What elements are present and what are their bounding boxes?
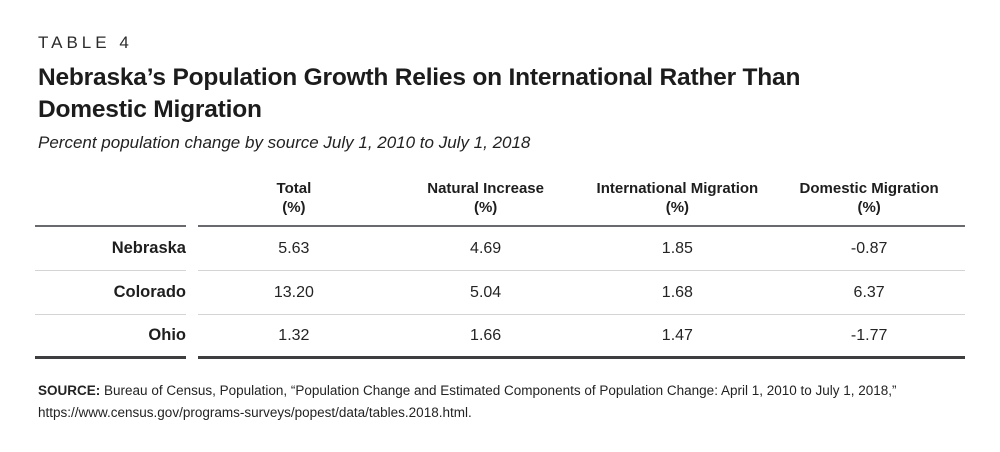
title-line-1: Nebraska’s Population Growth Relies on I…	[38, 64, 801, 91]
row-data-region: 13.20 5.04 1.68 6.37	[198, 271, 965, 315]
column-header-unit: (%)	[282, 199, 306, 216]
column-header-total: Total (%)	[198, 180, 390, 225]
data-cell: 6.37	[853, 283, 885, 301]
data-cell: 5.04	[470, 283, 502, 301]
data-cell: 1.68	[661, 283, 693, 301]
data-cell: 1.66	[470, 326, 502, 344]
title-line-2: Domestic Migration	[38, 96, 262, 123]
source-note: SOURCE: Bureau of Census, Population, “P…	[38, 380, 930, 424]
row-label: Nebraska	[35, 227, 186, 271]
header-data-region: Total (%) Natural Increase (%) Internati…	[198, 180, 965, 227]
data-cell: 1.47	[661, 326, 693, 344]
header-spacer	[35, 180, 186, 227]
source-url: https://www.census.gov/programs-surveys/…	[38, 405, 472, 420]
column-header-domestic-migration: Domestic Migration (%)	[773, 180, 965, 225]
data-cell: 13.20	[273, 283, 314, 301]
data-cell: 1.32	[278, 326, 310, 344]
column-header-unit: (%)	[857, 199, 881, 216]
data-cell: -0.87	[850, 239, 888, 257]
table-subtitle: Percent population change by source July…	[38, 133, 531, 152]
table-header-row: Total (%) Natural Increase (%) Internati…	[35, 180, 965, 227]
data-cell: 5.63	[278, 239, 310, 257]
column-header-international-migration: International Migration (%)	[582, 180, 774, 225]
table-title: Nebraska’s Population Growth Relies on I…	[38, 62, 1000, 126]
row-data-region: 5.63 4.69 1.85 -0.87	[198, 227, 965, 271]
data-cell: 1.85	[661, 239, 693, 257]
column-header-label: Total	[276, 180, 312, 197]
row-label: Ohio	[35, 315, 186, 359]
data-cell: 4.69	[470, 239, 502, 257]
table-label: TABLE 4	[38, 33, 133, 52]
column-header-label: International Migration	[596, 180, 759, 197]
row-data-region: 1.32 1.66 1.47 -1.77	[198, 315, 965, 359]
column-header-natural-increase: Natural Increase (%)	[390, 180, 582, 225]
table-row-ohio: Ohio 1.32 1.66 1.47 -1.77	[35, 315, 965, 359]
column-header-label: Natural Increase	[427, 180, 544, 197]
table-row-nebraska: Nebraska 5.63 4.69 1.85 -0.87	[35, 227, 965, 271]
column-header-unit: (%)	[665, 199, 690, 216]
source-label: SOURCE:	[38, 383, 101, 398]
data-cell: -1.77	[850, 326, 888, 344]
column-header-unit: (%)	[473, 199, 498, 216]
row-label: Colorado	[35, 271, 186, 315]
table-row-colorado: Colorado 13.20 5.04 1.68 6.37	[35, 271, 965, 315]
population-table: Total (%) Natural Increase (%) Internati…	[35, 180, 965, 359]
column-header-label: Domestic Migration	[799, 180, 939, 197]
source-text: Bureau of Census, Population, “Populatio…	[104, 383, 897, 398]
